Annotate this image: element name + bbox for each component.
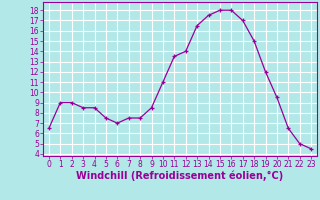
X-axis label: Windchill (Refroidissement éolien,°C): Windchill (Refroidissement éolien,°C) (76, 171, 284, 181)
